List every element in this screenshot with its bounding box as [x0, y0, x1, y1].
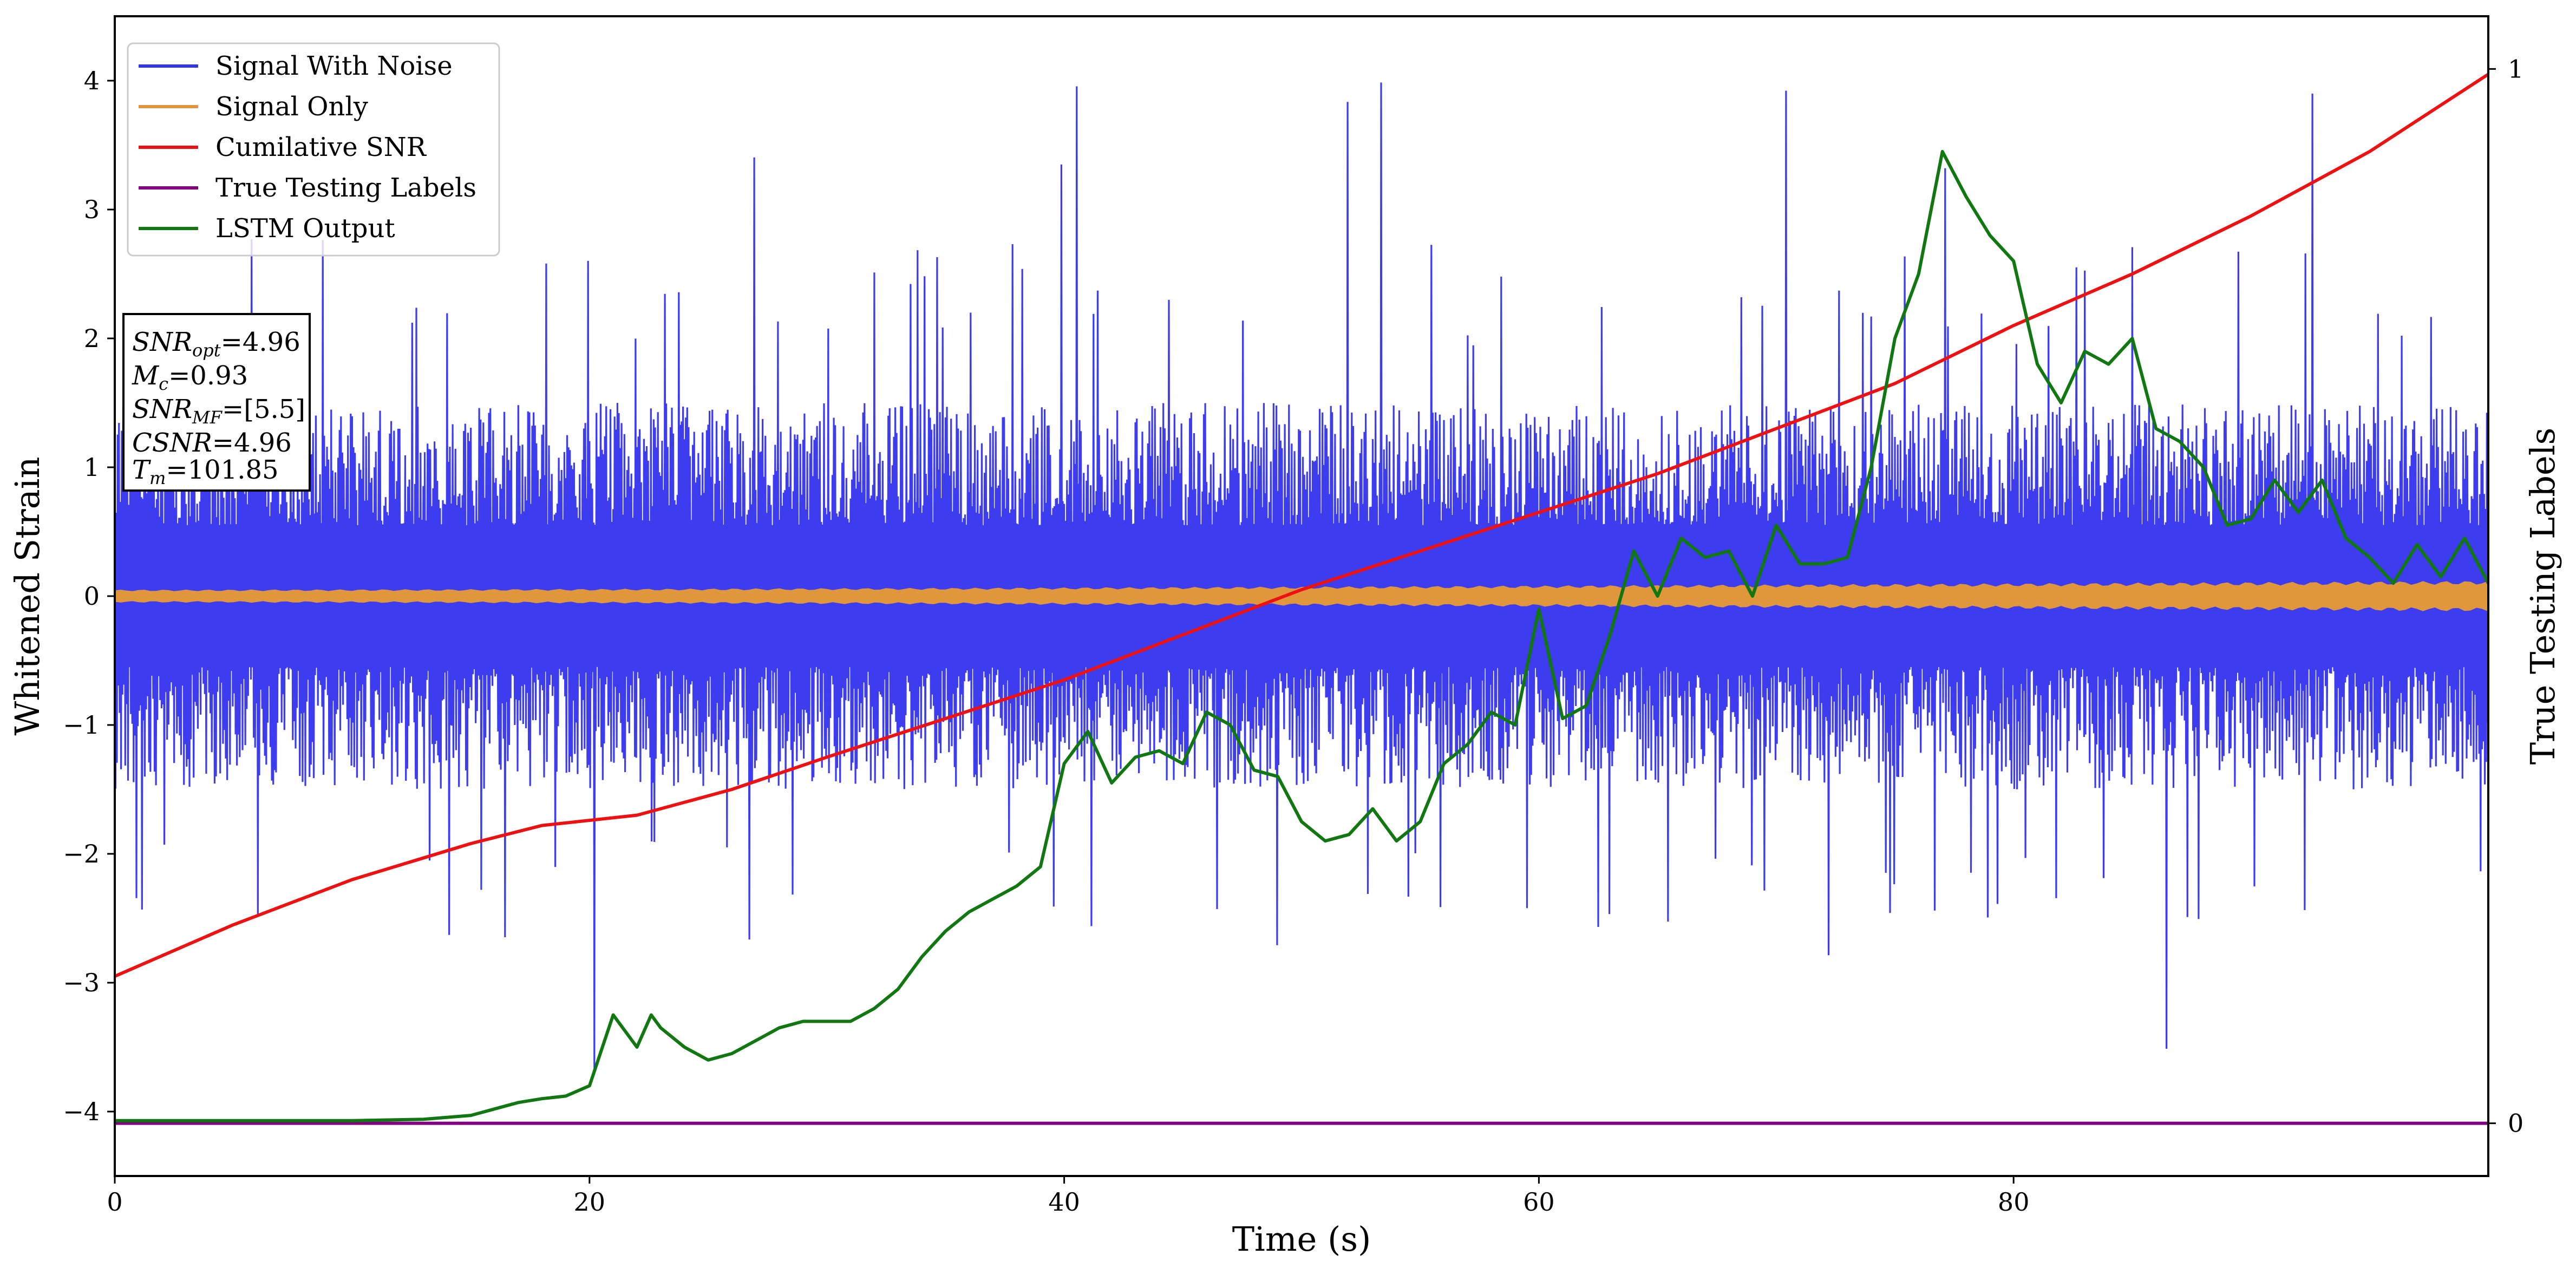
- x-tick-label: 0: [107, 1187, 122, 1217]
- legend-cumilative-snr-label: Cumilative SNR: [215, 132, 427, 162]
- series-cumilative-snr: [115, 73, 2488, 978]
- legend-true-testing-labels-label: True Testing Labels: [215, 173, 476, 203]
- y2-tick-label: 0: [2508, 1109, 2523, 1138]
- y-tick-label: 4: [84, 66, 100, 95]
- y2-tick-label: 1: [2508, 54, 2523, 83]
- stats-annotation: SNRopt=4.96 Mc=0.93 SNRMF=[5.5] CSNR=4.9…: [122, 313, 311, 492]
- y-tick-label: −2: [63, 839, 100, 868]
- y2-axis-label: True Testing Labels: [2523, 428, 2562, 765]
- x-tick-label: 20: [574, 1187, 606, 1217]
- annotation-line-csnr: CSNR=4.96: [132, 428, 292, 458]
- annotation-line-tm: Tm=101.85: [132, 455, 279, 488]
- y-tick-label: −4: [63, 1097, 100, 1126]
- y-tick-label: 0: [84, 582, 100, 611]
- y-axis-label: Whitened Strain: [8, 457, 47, 736]
- annotation-box: [122, 313, 311, 492]
- y-tick-label: 2: [84, 324, 100, 353]
- series-layer: [115, 73, 2488, 1125]
- y-axis-ticks: −4 −3 −2 −1 0 1 2 3 4: [63, 66, 115, 1126]
- legend-lstm-output-label: LSTM Output: [215, 213, 395, 244]
- x-axis-label: Time (s): [1232, 1219, 1371, 1259]
- x-tick-label: 40: [1048, 1187, 1080, 1217]
- legend-signal-only-label: Signal Only: [215, 92, 368, 122]
- y2-axis-ticks: 01: [2488, 54, 2523, 1138]
- legend-frame: [127, 42, 500, 257]
- y-tick-label: 3: [84, 195, 100, 224]
- series-signal-only: [115, 580, 2488, 612]
- y-tick-label: −1: [63, 710, 100, 740]
- series-signal-with-noise: [115, 82, 2488, 1069]
- annotation-line-snr-opt: SNRopt=4.96: [132, 327, 300, 361]
- x-tick-label: 60: [1523, 1187, 1555, 1217]
- y-tick-label: 1: [84, 453, 100, 482]
- x-axis-ticks: 0 20 40 60 80: [107, 1176, 2029, 1217]
- annotation-line-mc: Mc=0.93: [132, 361, 248, 394]
- x-tick-label: 80: [1998, 1187, 2030, 1217]
- y-tick-label: −3: [63, 968, 100, 997]
- legend-signal-with-noise-label: Signal With Noise: [215, 51, 453, 81]
- legend: Signal With Noise Signal Only Cumilative S…: [127, 42, 500, 257]
- annotation-line-snr-mf: SNRMF=[5.5]: [132, 394, 305, 428]
- series-lstm-output: [115, 149, 2488, 1122]
